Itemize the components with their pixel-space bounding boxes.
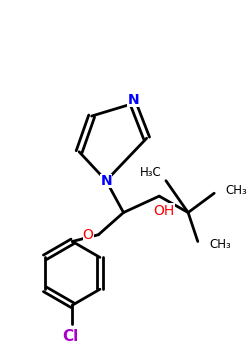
Text: O: O	[83, 228, 94, 242]
Text: OH: OH	[154, 204, 175, 218]
Text: CH₃: CH₃	[226, 184, 248, 197]
Text: Cl: Cl	[62, 329, 78, 344]
Text: N: N	[100, 174, 112, 188]
Text: H₃C: H₃C	[140, 167, 162, 180]
Text: CH₃: CH₃	[209, 238, 231, 251]
Text: N: N	[127, 93, 139, 107]
